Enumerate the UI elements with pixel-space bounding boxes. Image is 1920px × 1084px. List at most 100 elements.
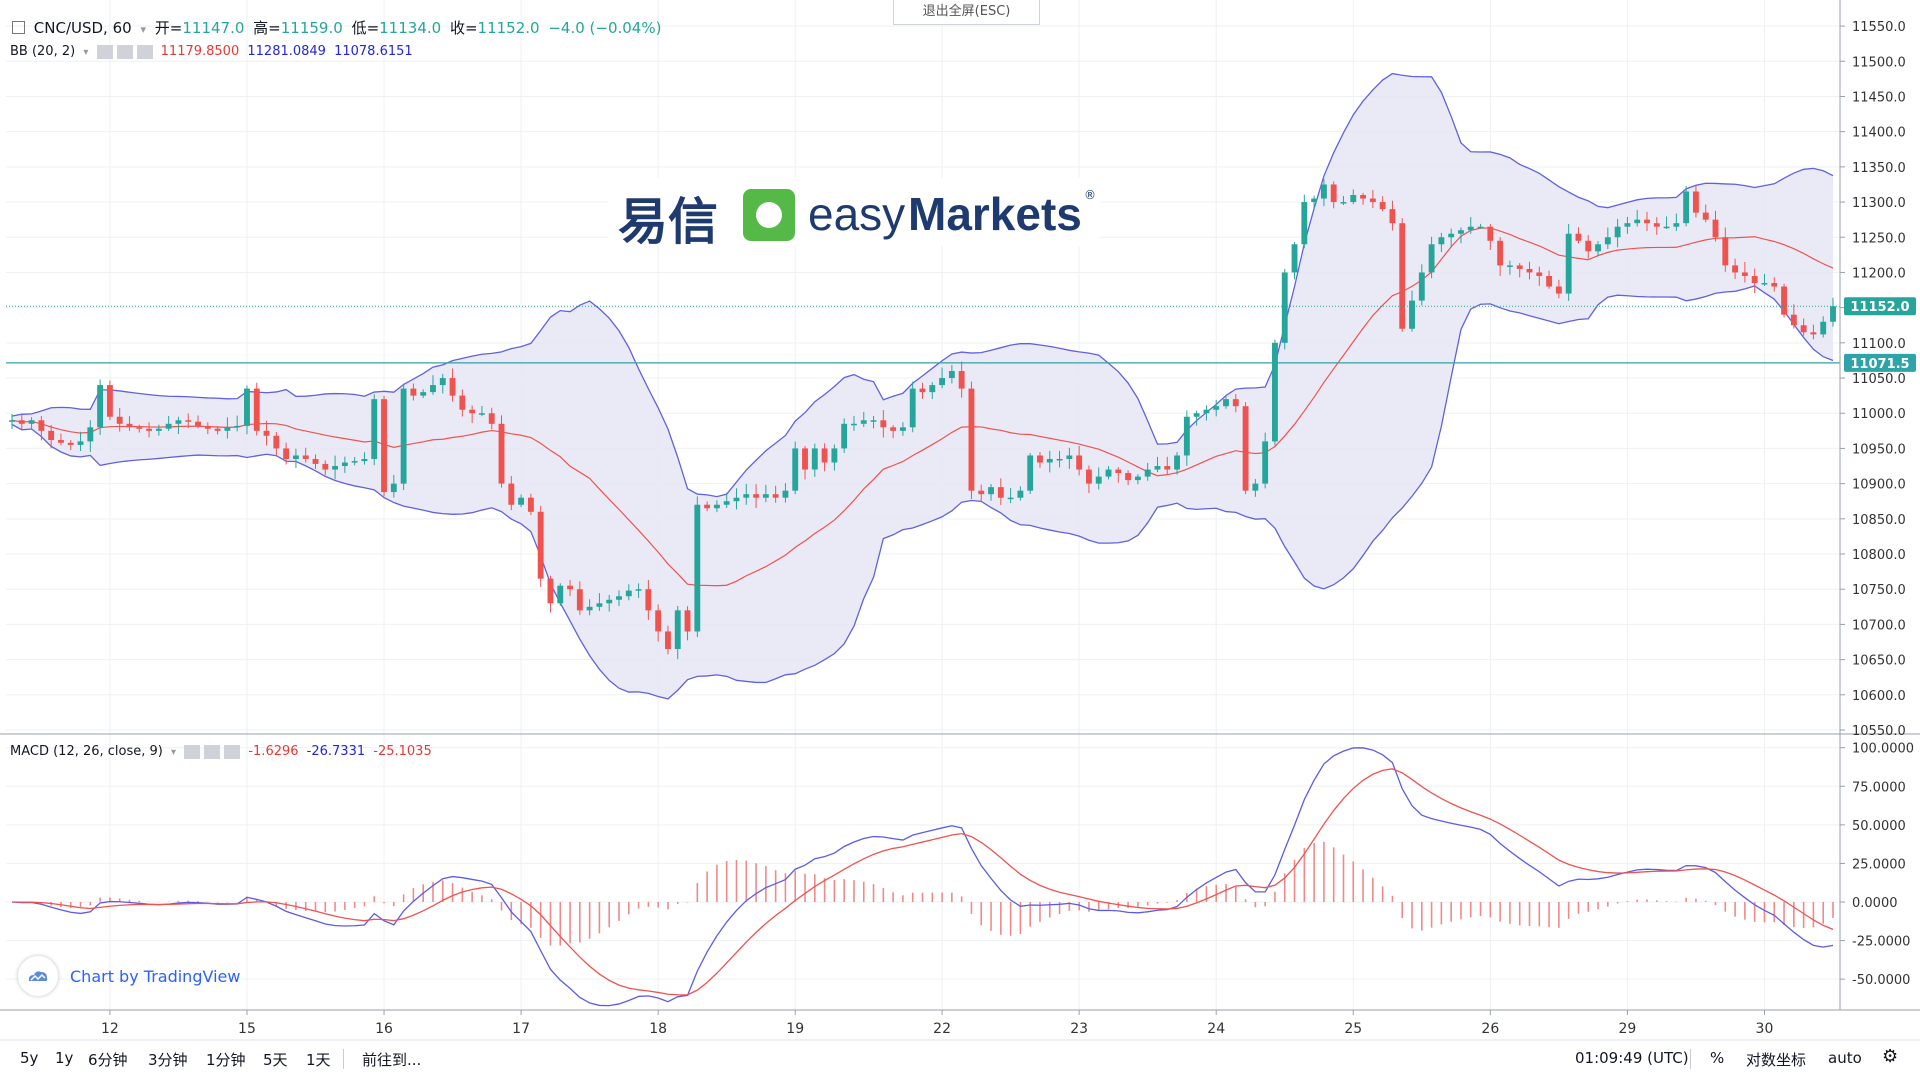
candle[interactable] <box>106 385 113 417</box>
candle[interactable] <box>1516 265 1523 269</box>
candle[interactable] <box>1125 473 1132 481</box>
candle[interactable] <box>1369 198 1376 203</box>
candle[interactable] <box>1076 455 1083 470</box>
candle[interactable] <box>1585 240 1592 252</box>
candle[interactable] <box>811 448 818 470</box>
candle[interactable] <box>38 420 45 431</box>
candle[interactable] <box>1320 184 1327 199</box>
gear-icon[interactable] <box>116 44 133 59</box>
candle[interactable] <box>1761 283 1768 285</box>
candle[interactable] <box>341 462 348 467</box>
candle[interactable] <box>625 590 632 597</box>
candle[interactable] <box>547 578 554 604</box>
candle[interactable] <box>723 501 730 505</box>
candle[interactable] <box>302 455 309 459</box>
candle[interactable] <box>244 388 250 426</box>
collapse-icon[interactable] <box>12 21 25 34</box>
candle[interactable] <box>1820 321 1827 335</box>
candle[interactable] <box>606 599 613 604</box>
candle[interactable] <box>214 428 221 431</box>
candle[interactable] <box>1056 458 1063 461</box>
candle[interactable] <box>1350 195 1357 203</box>
candle[interactable] <box>97 385 104 428</box>
candle[interactable] <box>234 425 241 428</box>
candle[interactable] <box>1604 237 1611 245</box>
chevron-down-icon[interactable]: ▾ <box>140 23 146 36</box>
candle[interactable] <box>1506 265 1513 267</box>
candle[interactable] <box>841 423 848 449</box>
candle[interactable] <box>371 399 378 459</box>
candle[interactable] <box>1487 226 1494 241</box>
range-1min[interactable]: 1分钟 <box>206 1051 246 1069</box>
candle[interactable] <box>1223 399 1229 407</box>
candle[interactable] <box>508 483 515 505</box>
candle[interactable] <box>929 385 936 393</box>
candle[interactable] <box>498 423 505 484</box>
candle[interactable] <box>1360 195 1367 199</box>
candle[interactable] <box>175 420 182 424</box>
candle[interactable] <box>988 487 994 495</box>
candle[interactable] <box>1712 219 1719 238</box>
candle[interactable] <box>459 395 466 410</box>
candle[interactable] <box>1428 244 1435 273</box>
candle[interactable] <box>1399 223 1406 329</box>
candle[interactable] <box>351 461 358 463</box>
candle[interactable] <box>1477 226 1484 229</box>
candle[interactable] <box>821 448 828 463</box>
candle[interactable] <box>1301 202 1308 245</box>
candle[interactable] <box>1790 314 1797 326</box>
candle[interactable] <box>283 448 290 459</box>
candle[interactable] <box>635 589 642 591</box>
range-5y[interactable]: 5y <box>20 1049 39 1067</box>
candle[interactable] <box>753 494 760 498</box>
close-icon[interactable] <box>136 44 153 59</box>
candle[interactable] <box>155 428 162 431</box>
candle[interactable] <box>400 388 407 484</box>
candle[interactable] <box>116 416 123 424</box>
candle[interactable] <box>9 420 15 422</box>
candle[interactable] <box>978 490 985 495</box>
candle[interactable] <box>1183 416 1190 456</box>
candle[interactable] <box>782 490 789 498</box>
candle[interactable] <box>851 423 857 426</box>
candle[interactable] <box>1291 244 1298 273</box>
candle[interactable] <box>1555 286 1562 294</box>
candle[interactable] <box>430 385 436 393</box>
candle[interactable] <box>469 409 476 414</box>
candle[interactable] <box>948 371 955 379</box>
candle[interactable] <box>488 413 495 424</box>
range-6min[interactable]: 6分钟 <box>88 1051 128 1069</box>
candle[interactable] <box>616 596 622 600</box>
utc-clock[interactable]: 01:09:49 (UTC) <box>1575 1049 1689 1067</box>
candle[interactable] <box>939 378 946 386</box>
chevron-down-icon[interactable]: ▾ <box>83 47 89 58</box>
candle[interactable] <box>361 458 368 462</box>
candle[interactable] <box>1830 306 1836 322</box>
candle[interactable] <box>645 589 652 611</box>
candle[interactable] <box>1722 237 1729 266</box>
candle[interactable] <box>204 425 211 429</box>
eye-icon[interactable] <box>96 44 113 59</box>
candle[interactable] <box>439 378 446 386</box>
candle[interactable] <box>224 427 231 431</box>
candle[interactable] <box>410 388 417 396</box>
candle[interactable] <box>733 497 740 502</box>
candle[interactable] <box>537 511 544 579</box>
candle[interactable] <box>312 458 319 464</box>
candle[interactable] <box>557 585 564 604</box>
range-3min[interactable]: 3分钟 <box>148 1051 188 1069</box>
candle[interactable] <box>1262 441 1269 484</box>
candle[interactable] <box>48 430 55 440</box>
candle[interactable] <box>1272 342 1278 442</box>
candle[interactable] <box>1213 406 1220 410</box>
candle[interactable] <box>1409 300 1415 329</box>
bb-indicator-name[interactable]: BB (20, 2) <box>10 44 76 59</box>
candle[interactable] <box>381 399 387 493</box>
candle[interactable] <box>77 441 84 445</box>
candle[interactable] <box>518 497 525 505</box>
candle[interactable] <box>1311 198 1318 203</box>
tradingview-credit[interactable]: Chart by TradingView <box>18 956 240 996</box>
candle[interactable] <box>58 439 64 443</box>
candle[interactable] <box>67 442 74 445</box>
candle[interactable] <box>28 420 35 424</box>
